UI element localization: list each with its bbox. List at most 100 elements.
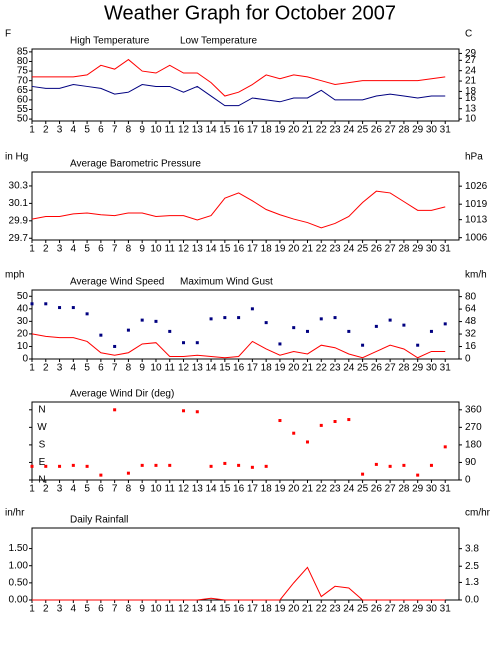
data-point (30, 464, 34, 468)
x-tick-label: 4 (71, 363, 77, 374)
x-tick-label: 14 (206, 244, 218, 255)
x-tick-label: 13 (192, 363, 204, 374)
x-tick-label: 3 (57, 244, 63, 255)
x-tick-label: 26 (371, 484, 383, 495)
data-point (237, 316, 241, 320)
data-point (333, 316, 337, 320)
data-point (305, 329, 309, 333)
x-tick-label: 9 (139, 244, 145, 255)
x-tick-label: 15 (219, 604, 231, 615)
y2-tick-label: 90 (465, 457, 477, 468)
x-tick-label: 15 (219, 125, 231, 136)
x-tick-label: 29 (412, 604, 424, 615)
data-point (264, 464, 268, 468)
x-tick-label: 31 (440, 244, 452, 255)
x-tick-label: 24 (343, 604, 355, 615)
x-tick-label: 29 (412, 363, 424, 374)
data-point (113, 344, 117, 348)
y2-tick-label: 29 (465, 48, 477, 59)
data-point (443, 322, 447, 326)
x-tick-label: 23 (329, 125, 341, 136)
x-tick-label: 9 (139, 484, 145, 495)
x-tick-label: 21 (302, 484, 314, 495)
x-tick-label: 2 (43, 244, 49, 255)
data-point (44, 464, 48, 468)
y-tick-label: 0.00 (9, 595, 29, 606)
x-tick-label: 5 (84, 125, 90, 136)
x-tick-label: 11 (165, 125, 176, 136)
x-tick-label: 28 (398, 363, 410, 374)
y-tick-label: 30.3 (9, 181, 29, 192)
data-line (32, 58, 446, 97)
x-tick-label: 22 (316, 363, 328, 374)
data-point (361, 472, 365, 476)
x-tick-label: 19 (274, 363, 286, 374)
x-tick-label: 27 (385, 484, 397, 495)
x-tick-label: 28 (398, 244, 410, 255)
y2-tick-label: 180 (465, 440, 482, 451)
y2-tick-label: 0 (465, 354, 471, 365)
y2-tick-label: 80 (465, 291, 477, 302)
x-tick-label: 19 (274, 244, 286, 255)
x-tick-label: 4 (71, 125, 77, 136)
x-tick-label: 19 (274, 604, 286, 615)
y-tick-label: 55 (17, 104, 29, 115)
x-tick-label: 17 (247, 484, 259, 495)
data-point (182, 341, 186, 345)
data-point (168, 329, 172, 333)
data-point (182, 409, 186, 413)
x-tick-label: 8 (126, 484, 132, 495)
x-tick-label: 23 (329, 363, 341, 374)
x-tick-label: 27 (385, 604, 397, 615)
y2-tick-label: 32 (465, 329, 477, 340)
y-tick-label: 10 (17, 341, 29, 352)
data-point (99, 333, 103, 337)
data-point (209, 317, 213, 321)
x-tick-label: 31 (440, 125, 452, 136)
x-tick-label: 3 (57, 484, 63, 495)
x-tick-label: 29 (412, 125, 424, 136)
y-tick-label: 60 (17, 95, 29, 106)
x-tick-label: 28 (398, 484, 410, 495)
data-point (388, 318, 392, 322)
y-tick-label: 40 (17, 303, 29, 314)
x-tick-label: 16 (233, 125, 245, 136)
x-tick-label: 27 (385, 244, 397, 255)
legend-entry: Daily Rainfall (70, 515, 128, 526)
data-point (347, 329, 351, 333)
y2-tick-label: 13 (465, 103, 477, 114)
x-tick-label: 2 (43, 125, 49, 136)
x-tick-label: 31 (440, 484, 452, 495)
data-point (58, 464, 62, 468)
y-tick-label: 30.1 (9, 198, 29, 209)
data-point (250, 465, 254, 469)
x-tick-label: 9 (139, 125, 145, 136)
y-tick-label: 85 (17, 47, 29, 58)
y-tick-label: 1.50 (9, 543, 29, 554)
x-tick-label: 26 (371, 244, 383, 255)
x-tick-label: 5 (84, 363, 90, 374)
y-axis-label: in Hg (5, 152, 28, 163)
x-tick-label: 24 (343, 244, 355, 255)
x-tick-label: 14 (206, 363, 218, 374)
y-axis-label: mph (5, 270, 24, 281)
y2-tick-label: 1.3 (465, 577, 479, 588)
y2-tick-label: 360 (465, 404, 482, 415)
data-point (347, 418, 351, 422)
y2-tick-label: 1019 (465, 199, 488, 210)
x-tick-label: 8 (126, 244, 132, 255)
y2-tick-label: 3.8 (465, 543, 479, 554)
data-point (278, 419, 282, 423)
data-point (250, 307, 254, 311)
data-point (223, 316, 227, 320)
x-tick-label: 18 (261, 363, 273, 374)
x-tick-label: 26 (371, 125, 383, 136)
y-tick-label: 80 (17, 56, 29, 67)
y2-axis-label: cm/hr (465, 508, 491, 519)
x-tick-label: 30 (426, 484, 438, 495)
legend-entry: Average Barometric Pressure (70, 159, 201, 170)
x-tick-label: 1 (29, 363, 35, 374)
x-tick-label: 10 (150, 363, 162, 374)
